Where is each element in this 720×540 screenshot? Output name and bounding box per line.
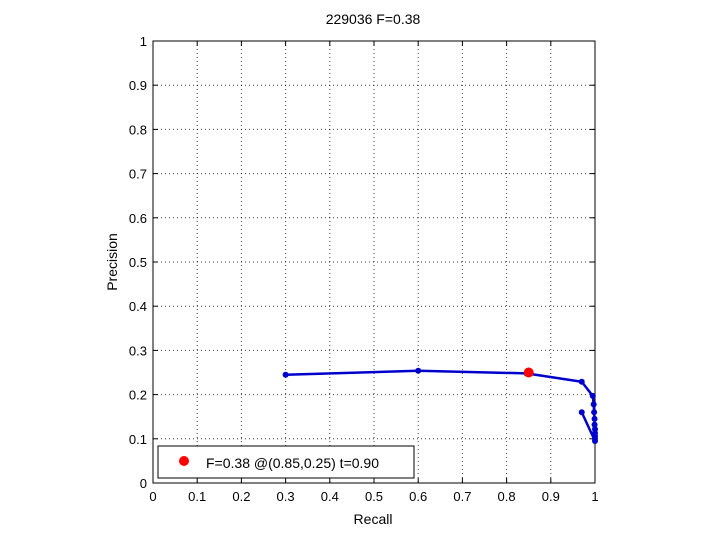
data-point xyxy=(590,401,597,408)
data-point xyxy=(589,392,596,399)
legend-label: F=0.38 @(0.85,0.25) t=0.90 xyxy=(206,455,379,471)
x-tick-label: 0 xyxy=(149,489,156,504)
y-tick-label: 1 xyxy=(140,34,147,49)
x-axis-ticks: 0 0.1 0.2 0.3 0.4 0.5 0.6 0.7 0.8 0.9 1 xyxy=(149,41,599,504)
y-tick-label: 0.2 xyxy=(129,388,147,403)
data-point xyxy=(591,409,598,416)
y-tick-label: 0.7 xyxy=(129,167,147,182)
data-point xyxy=(591,415,598,422)
data-point xyxy=(592,438,598,445)
x-tick-label: 0.5 xyxy=(365,489,383,504)
data-point xyxy=(415,367,422,374)
x-tick-label: 0.7 xyxy=(453,489,471,504)
y-tick-label: 0.9 xyxy=(129,78,147,93)
series-layer xyxy=(282,367,598,445)
legend: F=0.38 @(0.85,0.25) t=0.90 xyxy=(157,445,415,479)
x-tick-label: 0.9 xyxy=(542,489,560,504)
legend-marker xyxy=(179,456,189,466)
grid-lines xyxy=(153,41,595,483)
data-point xyxy=(578,409,585,416)
x-tick-label: 0.8 xyxy=(498,489,516,504)
y-tick-label: 0.8 xyxy=(129,122,147,137)
y-axis-label: Precision xyxy=(104,233,120,291)
highlight-layer xyxy=(523,367,534,378)
data-point xyxy=(578,378,585,385)
legend-box xyxy=(157,445,415,479)
x-tick-label: 1 xyxy=(591,489,598,504)
y-tick-label: 0 xyxy=(140,476,147,491)
x-tick-label: 0.2 xyxy=(232,489,250,504)
data-point xyxy=(591,421,598,428)
x-tick-label: 0.6 xyxy=(409,489,427,504)
y-tick-label: 0.5 xyxy=(129,255,147,270)
y-tick-label: 0.3 xyxy=(129,343,147,358)
x-tick-label: 0.4 xyxy=(321,489,339,504)
x-axis-label: Recall xyxy=(354,511,393,527)
x-tick-label: 0.3 xyxy=(277,489,295,504)
y-tick-label: 0.1 xyxy=(129,432,147,447)
chart-title: 229036 F=0.38 xyxy=(326,11,421,27)
best-f-point xyxy=(523,367,534,378)
x-tick-label: 0.1 xyxy=(188,489,206,504)
y-tick-label: 0.6 xyxy=(129,211,147,226)
y-axis-ticks: 0 0.1 0.2 0.3 0.4 0.5 0.6 0.7 0.8 0.9 1 xyxy=(129,34,595,491)
y-tick-label: 0.4 xyxy=(129,299,147,314)
data-point xyxy=(282,371,289,378)
